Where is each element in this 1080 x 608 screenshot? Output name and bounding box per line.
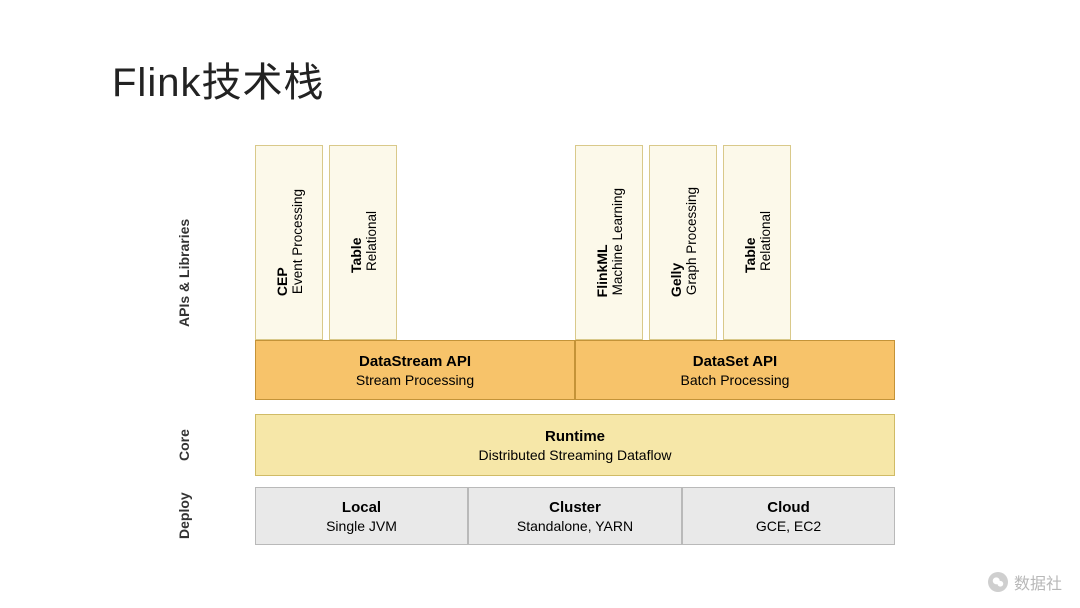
watermark: 数据社 [988,570,1062,594]
core-sub: Distributed Streaming Dataflow [479,447,672,463]
row-label-deploy: Deploy [176,487,192,545]
lib-slot [403,145,575,340]
libraries-row: CEPEvent ProcessingTableRelationalFlinkM… [255,145,895,340]
library-title: Table [742,211,758,273]
library-title: Gelly [668,187,684,297]
api-row: DataStream API Stream Processing DataSet A… [255,340,895,400]
api-sub: Batch Processing [681,372,790,388]
lib-slot [797,145,895,340]
deploy-box: Cluster Standalone, YARN [468,487,682,545]
deploy-sub: Standalone, YARN [517,518,633,534]
deploy-title: Cluster [549,499,601,516]
api-box: DataStream API Stream Processing [255,340,575,400]
lib-slot: FlinkMLMachine Learning [575,145,649,340]
deploy-title: Cloud [767,499,810,516]
deploy-sub: Single JVM [326,518,397,534]
deploy-row: LocalSingle JVMClusterStandalone, YARNCl… [255,487,895,545]
lib-slot: GellyGraph Processing [649,145,723,340]
core-title: Runtime [545,428,605,445]
core-box: Runtime Distributed Streaming Dataflow [255,414,895,476]
wechat-icon [988,572,1008,592]
library-box: CEPEvent Processing [255,145,323,340]
lib-slot: TableRelational [329,145,403,340]
row-label-core: Core [176,414,192,476]
deploy-box: Local Single JVM [255,487,468,545]
api-sub: Stream Processing [356,372,474,388]
library-sub: Graph Processing [684,187,699,295]
library-sub: Machine Learning [610,188,625,295]
library-title: FlinkML [594,188,610,297]
library-box: TableRelational [329,145,397,340]
library-sub: Relational [758,211,773,271]
api-title: DataStream API [359,353,471,370]
deploy-sub: GCE, EC2 [756,518,821,534]
deploy-title: Local [342,499,381,516]
lib-slot: TableRelational [723,145,797,340]
library-box: FlinkMLMachine Learning [575,145,643,340]
lib-slot: CEPEvent Processing [255,145,329,340]
watermark-text: 数据社 [1014,570,1062,594]
library-title: Table [348,211,364,273]
library-title: CEP [274,189,290,296]
page-title: Flink技术栈 [112,50,324,108]
library-box: GellyGraph Processing [649,145,717,340]
api-box: DataSet API Batch Processing [575,340,895,400]
library-sub: Relational [364,211,379,271]
deploy-box: Cloud GCE, EC2 [682,487,895,545]
row-label-apis-libraries: APIs & Libraries [176,145,192,400]
library-box: TableRelational [723,145,791,340]
api-title: DataSet API [693,353,777,370]
flink-stack-diagram: APIs & Libraries Core Deploy CEPEvent Pr… [180,145,910,545]
slide: Flink技术栈 APIs & Libraries Core Deploy CE… [0,0,1080,608]
library-sub: Event Processing [290,189,305,294]
